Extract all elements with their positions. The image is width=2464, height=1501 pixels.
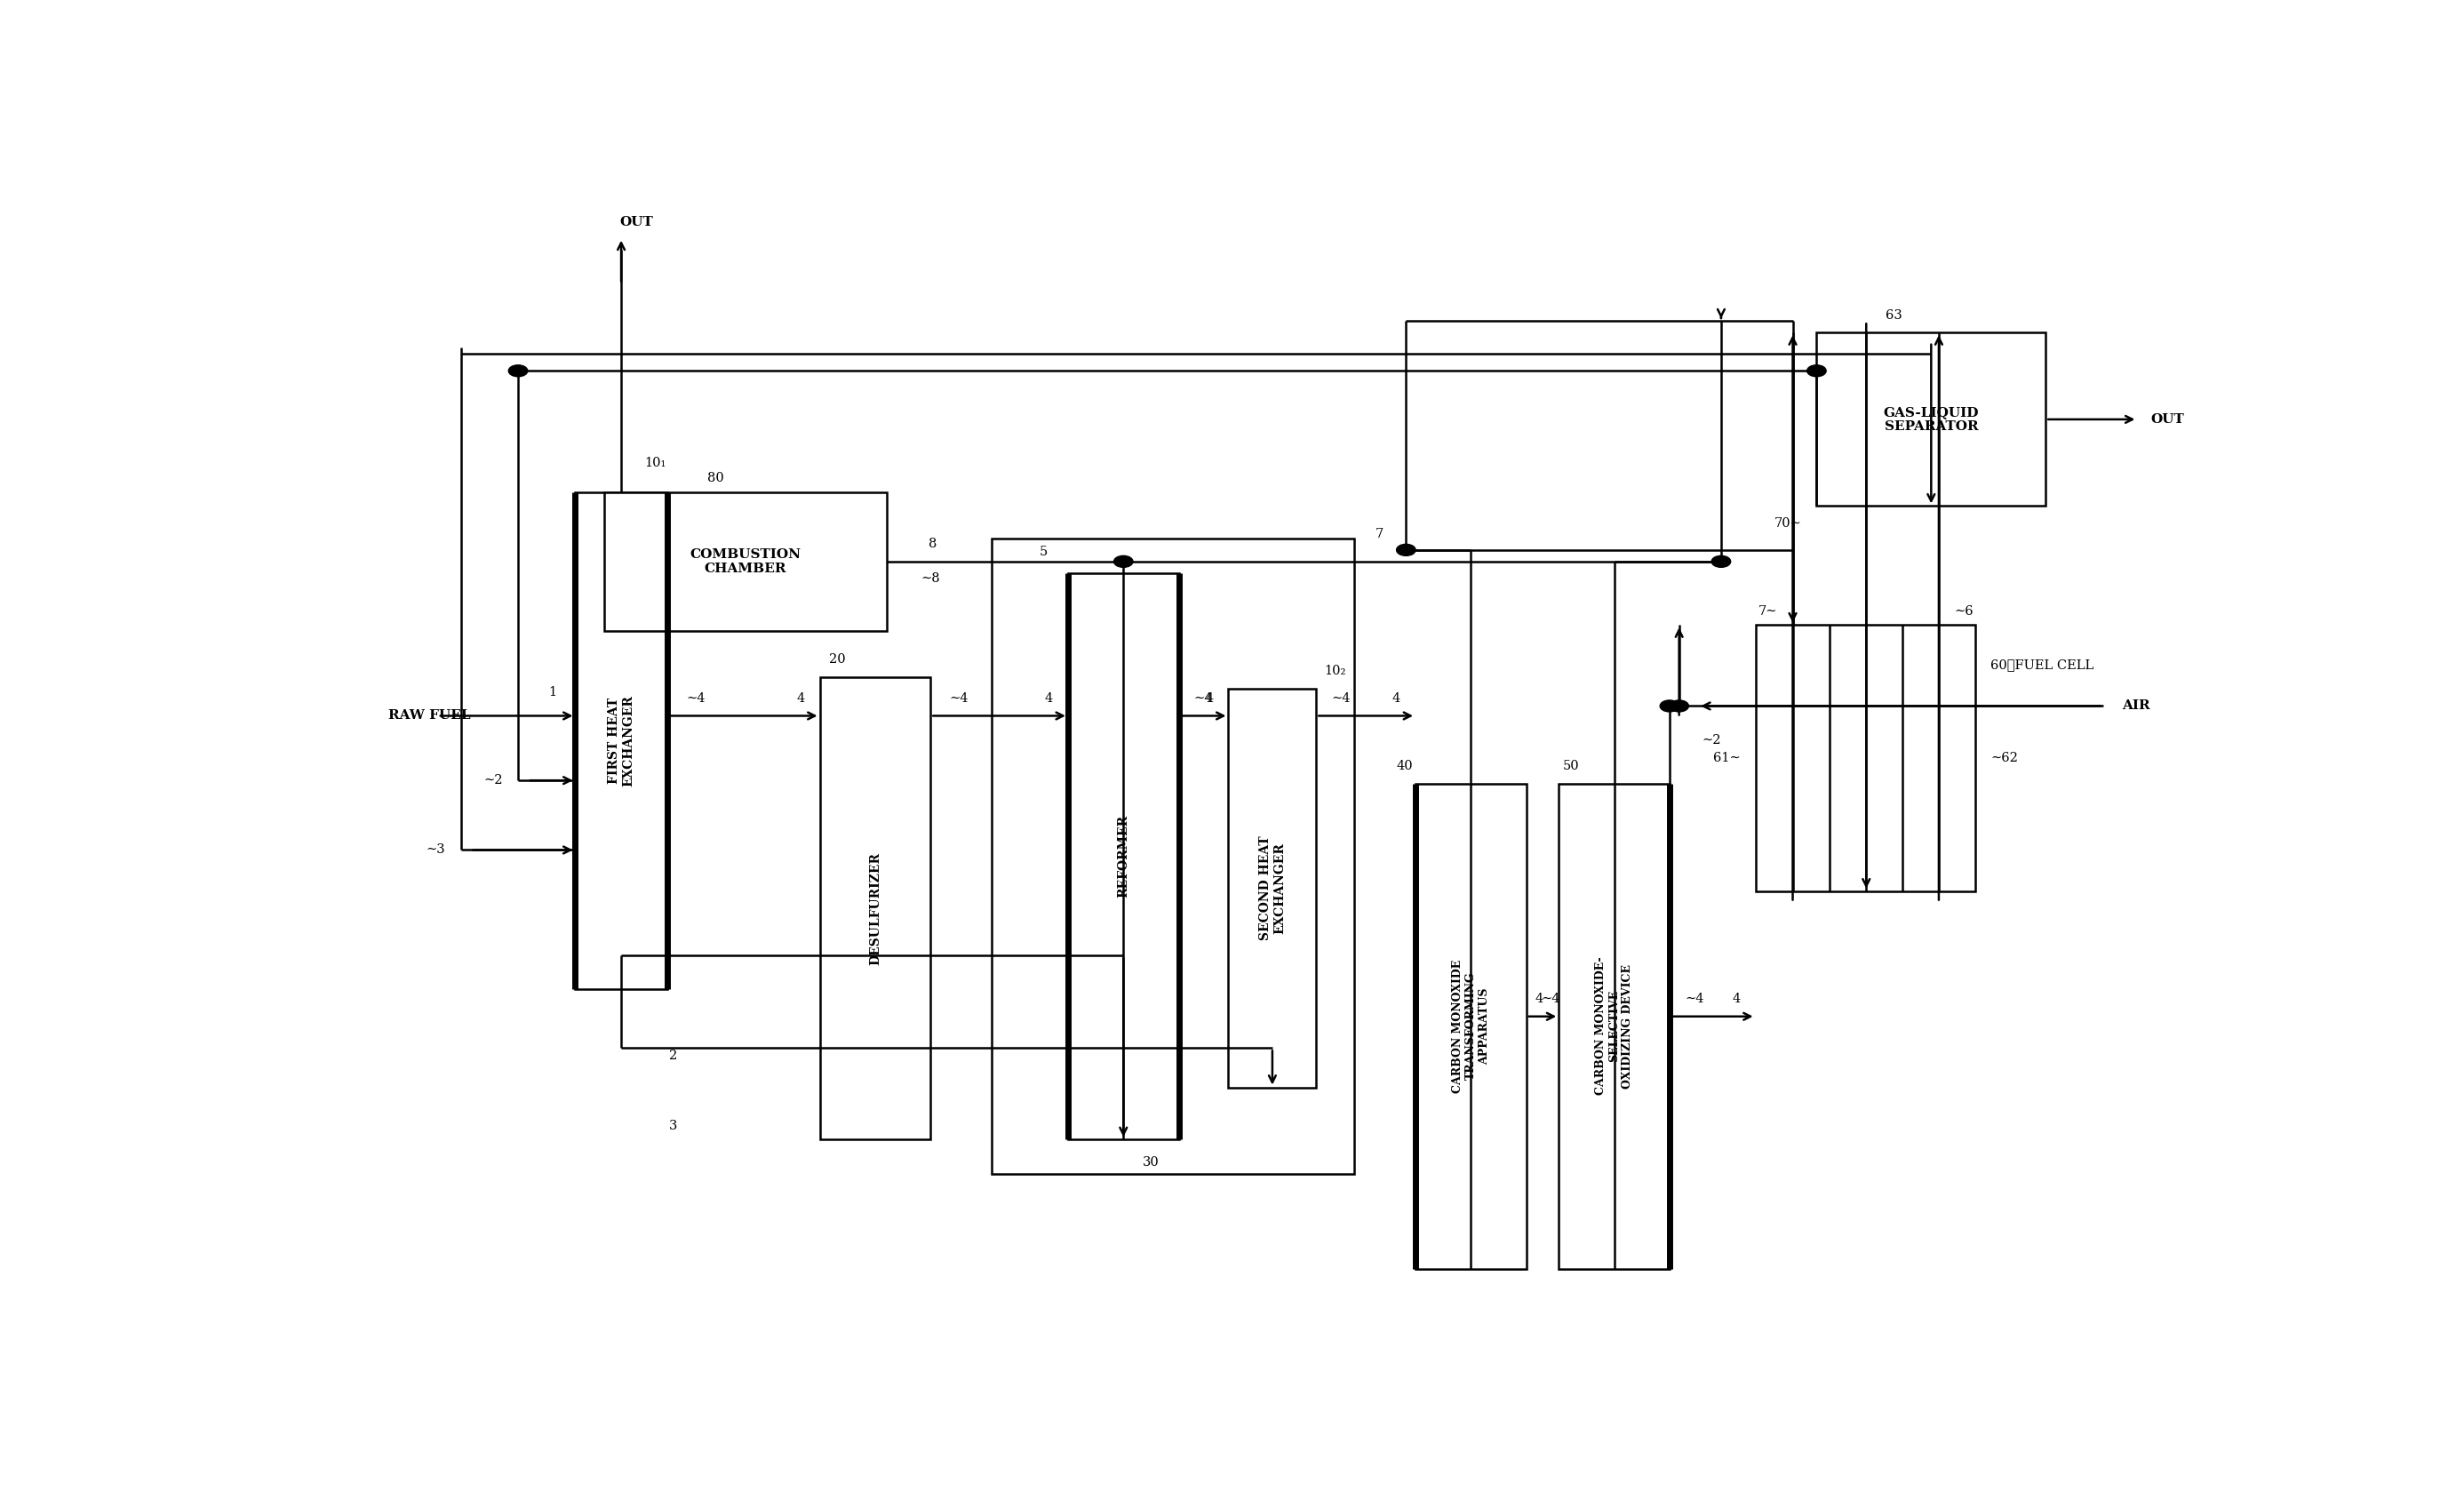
Text: 63: 63 bbox=[1885, 309, 1902, 321]
Bar bbox=[1230, 689, 1316, 1087]
Text: AIR: AIR bbox=[2122, 699, 2151, 711]
Text: 70∼: 70∼ bbox=[1774, 518, 1801, 530]
Bar bbox=[821, 677, 931, 1139]
Text: GAS-LIQUID
SEPARATOR: GAS-LIQUID SEPARATOR bbox=[1882, 405, 1979, 432]
Text: ∼4: ∼4 bbox=[1542, 992, 1560, 1006]
Text: ∼3: ∼3 bbox=[426, 844, 446, 856]
Text: 3: 3 bbox=[668, 1120, 678, 1132]
Text: RAW FUEL: RAW FUEL bbox=[389, 710, 471, 722]
Bar bbox=[1414, 784, 1525, 1268]
Text: ∼62: ∼62 bbox=[1991, 752, 2018, 764]
Text: 7∼: 7∼ bbox=[1759, 605, 1777, 618]
Text: ∼4: ∼4 bbox=[1331, 692, 1350, 704]
Text: FIRST HEAT
EXCHANGER: FIRST HEAT EXCHANGER bbox=[609, 695, 636, 787]
Text: 4: 4 bbox=[1732, 992, 1740, 1006]
Bar bbox=[577, 492, 668, 989]
Text: ∼4: ∼4 bbox=[1195, 692, 1212, 704]
Text: 4: 4 bbox=[1205, 692, 1212, 704]
Text: 20: 20 bbox=[830, 653, 845, 666]
Text: 5: 5 bbox=[1040, 546, 1047, 558]
Text: OUT: OUT bbox=[2151, 413, 2183, 426]
Text: 4: 4 bbox=[1392, 692, 1400, 704]
Text: ∼2: ∼2 bbox=[483, 775, 503, 787]
Circle shape bbox=[1397, 545, 1414, 555]
Text: 1: 1 bbox=[547, 686, 557, 699]
Text: DESULFURIZER: DESULFURIZER bbox=[870, 853, 882, 965]
Text: SECOND HEAT
EXCHANGER: SECOND HEAT EXCHANGER bbox=[1259, 836, 1286, 940]
Bar bbox=[991, 539, 1355, 1174]
Text: 40: 40 bbox=[1397, 760, 1412, 773]
Text: 7: 7 bbox=[1375, 528, 1382, 540]
Text: ∼2: ∼2 bbox=[1703, 734, 1722, 747]
Circle shape bbox=[1661, 699, 1678, 711]
Text: ∼4: ∼4 bbox=[1685, 992, 1705, 1006]
Bar bbox=[1816, 333, 2045, 506]
Text: 10₂: 10₂ bbox=[1323, 665, 1345, 677]
Text: ∼4: ∼4 bbox=[949, 692, 968, 704]
Text: COMBUSTION
CHAMBER: COMBUSTION CHAMBER bbox=[690, 548, 801, 575]
Text: 61∼: 61∼ bbox=[1712, 752, 1740, 764]
Text: CARBON MONOXIDE-
SELECTIVE
OXIDIZING DEVICE: CARBON MONOXIDE- SELECTIVE OXIDIZING DEV… bbox=[1594, 958, 1634, 1096]
Bar bbox=[604, 492, 887, 630]
Text: 4: 4 bbox=[1535, 992, 1542, 1006]
Text: 2: 2 bbox=[668, 1051, 678, 1063]
Circle shape bbox=[1114, 555, 1133, 567]
Text: OUT: OUT bbox=[618, 216, 653, 228]
Text: ∼6: ∼6 bbox=[1954, 605, 1974, 618]
Bar bbox=[1754, 624, 1976, 892]
Text: REFORMER: REFORMER bbox=[1116, 815, 1129, 898]
Text: ∼4: ∼4 bbox=[685, 692, 705, 704]
Text: 50: 50 bbox=[1562, 760, 1579, 773]
Text: CARBON MONOXIDE
TRANSFORMING
APPARATUS: CARBON MONOXIDE TRANSFORMING APPARATUS bbox=[1451, 959, 1491, 1093]
Text: 4: 4 bbox=[796, 692, 806, 704]
Text: 4: 4 bbox=[1045, 692, 1052, 704]
Circle shape bbox=[1712, 555, 1730, 567]
Bar bbox=[1067, 573, 1178, 1139]
Circle shape bbox=[1806, 365, 1826, 377]
Text: 80: 80 bbox=[707, 473, 724, 485]
Bar bbox=[1560, 784, 1671, 1268]
Text: 30: 30 bbox=[1143, 1156, 1158, 1169]
Text: ∼8: ∼8 bbox=[922, 573, 941, 585]
Text: 60∶FUEL CELL: 60∶FUEL CELL bbox=[1991, 659, 2094, 671]
Text: 8: 8 bbox=[929, 537, 936, 551]
Circle shape bbox=[508, 365, 527, 377]
Circle shape bbox=[1671, 699, 1688, 711]
Text: 10₁: 10₁ bbox=[643, 458, 665, 470]
